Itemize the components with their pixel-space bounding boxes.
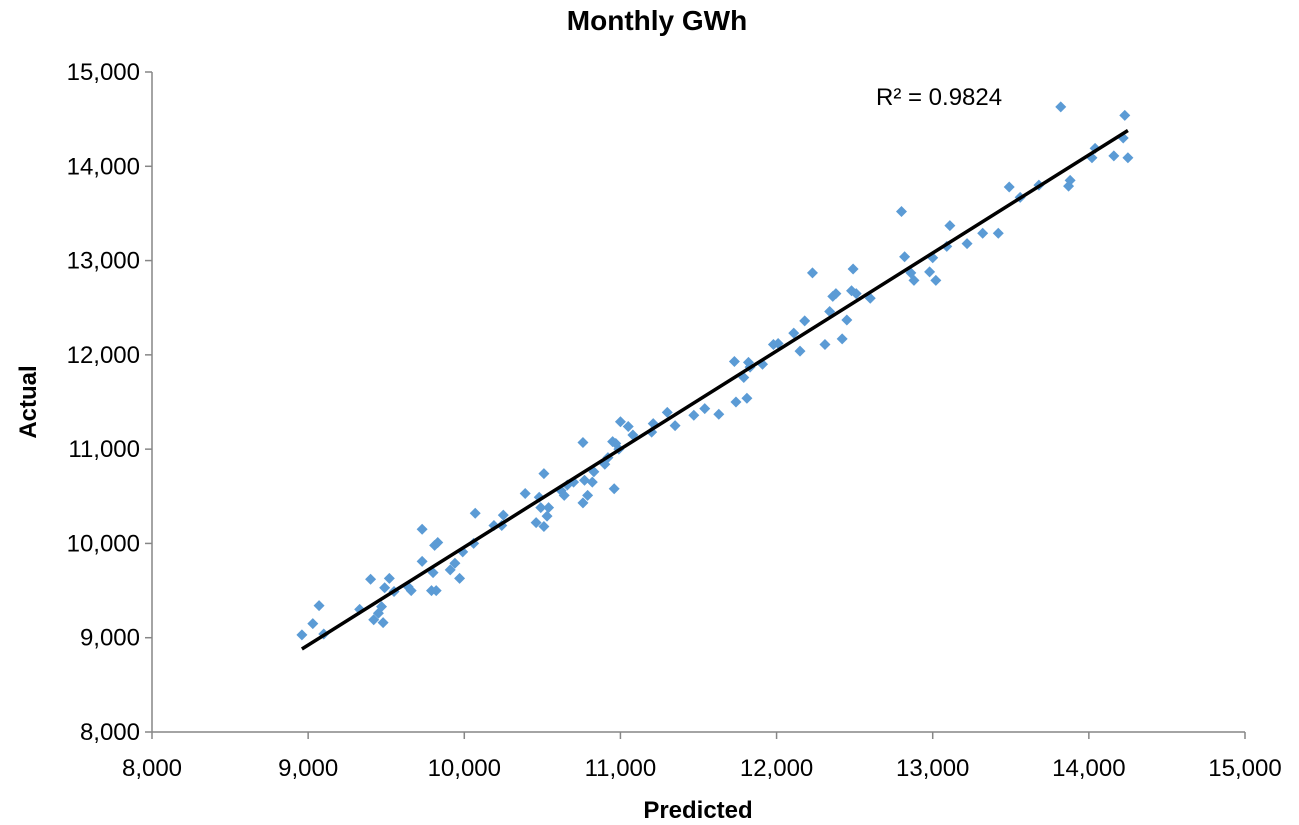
data-point: [405, 585, 417, 597]
x-tick-label: 10,000: [428, 755, 501, 782]
data-point: [379, 582, 391, 594]
data-point: [538, 520, 550, 532]
data-point: [519, 487, 531, 499]
data-point: [368, 614, 380, 626]
data-point: [497, 509, 509, 521]
data-point: [541, 510, 553, 522]
data-point: [416, 523, 428, 535]
y-tick-label: 10,000: [67, 530, 140, 557]
data-point: [1003, 181, 1015, 193]
data-point: [608, 483, 620, 495]
data-point: [788, 327, 800, 339]
data-point: [699, 403, 711, 415]
data-point: [444, 564, 456, 576]
data-point: [961, 238, 973, 250]
data-point: [669, 420, 681, 432]
y-tick-label: 12,000: [67, 342, 140, 369]
data-point: [432, 536, 444, 548]
data-point: [579, 474, 591, 486]
data-point: [977, 227, 989, 239]
data-point: [741, 392, 753, 404]
y-tick-label: 14,000: [67, 153, 140, 180]
y-axis-label: Actual: [15, 365, 42, 438]
x-tick-label: 14,000: [1052, 755, 1125, 782]
data-point: [799, 315, 811, 327]
data-point: [895, 206, 907, 218]
chart-title: Monthly GWh: [567, 5, 747, 36]
data-point: [365, 573, 377, 585]
data-point: [688, 409, 700, 421]
data-points: [296, 101, 1134, 641]
x-axis: 8,000 9,000 10,000 11,000 12,000 13,000 14,000…: [122, 731, 1282, 782]
x-tick-label: 9,000: [278, 755, 338, 782]
data-point: [841, 314, 853, 326]
data-point: [383, 572, 395, 584]
data-point: [535, 502, 547, 514]
data-point: [1064, 174, 1076, 186]
data-point: [1055, 101, 1067, 113]
data-point: [819, 338, 831, 350]
data-point: [836, 333, 848, 345]
data-point: [1119, 109, 1131, 121]
data-point: [416, 555, 428, 567]
data-point: [830, 288, 842, 300]
data-point: [307, 618, 319, 630]
y-tick-label: 15,000: [67, 59, 140, 86]
x-tick-label: 13,000: [896, 755, 969, 782]
data-point: [924, 266, 936, 278]
data-point: [622, 421, 634, 433]
y-tick-label: 9,000: [80, 625, 140, 652]
data-point: [538, 468, 550, 480]
data-point: [454, 572, 466, 584]
x-tick-label: 8,000: [122, 755, 182, 782]
data-point: [430, 585, 442, 597]
data-point: [377, 617, 389, 629]
x-tick-label: 15,000: [1208, 755, 1281, 782]
data-point: [850, 288, 862, 300]
data-point: [1108, 150, 1120, 162]
data-point: [908, 274, 920, 286]
data-point: [930, 274, 942, 286]
data-point: [713, 408, 725, 420]
y-tick-label: 8,000: [80, 719, 140, 746]
data-point: [577, 497, 589, 509]
r-squared-annotation: R² = 0.9824: [876, 84, 1002, 111]
data-point: [899, 251, 911, 263]
x-axis-label: Predicted: [643, 797, 752, 824]
data-point: [376, 601, 388, 613]
data-point: [577, 437, 589, 449]
trendline: [300, 128, 1129, 651]
data-point: [469, 507, 481, 519]
x-ticks: 8,000 9,000 10,000 11,000 12,000 13,000 14,000…: [122, 732, 1282, 782]
data-point: [1122, 152, 1134, 164]
data-point: [661, 406, 673, 418]
y-tick-label: 13,000: [67, 248, 140, 275]
y-axis: 8,000 9,000 10,000 11,000 12,000 13,000 14,000…: [67, 59, 153, 746]
data-point: [847, 263, 859, 275]
data-point: [728, 355, 740, 367]
data-point: [730, 396, 742, 408]
y-ticks: 8,000 9,000 10,000 11,000 12,000 13,000 14,000…: [67, 59, 152, 746]
data-point: [806, 267, 818, 279]
data-point: [543, 502, 555, 514]
x-tick-label: 11,000: [585, 755, 657, 782]
data-point: [449, 557, 461, 569]
data-point: [794, 345, 806, 357]
data-point: [992, 227, 1004, 239]
data-point: [530, 517, 542, 529]
x-tick-label: 12,000: [740, 755, 813, 782]
data-point: [586, 476, 598, 488]
data-point: [614, 416, 626, 428]
data-point: [558, 489, 570, 501]
data-point: [313, 600, 325, 612]
y-tick-label: 11,000: [68, 436, 140, 463]
data-point: [944, 220, 956, 232]
data-point: [296, 629, 308, 641]
data-point: [582, 489, 594, 501]
